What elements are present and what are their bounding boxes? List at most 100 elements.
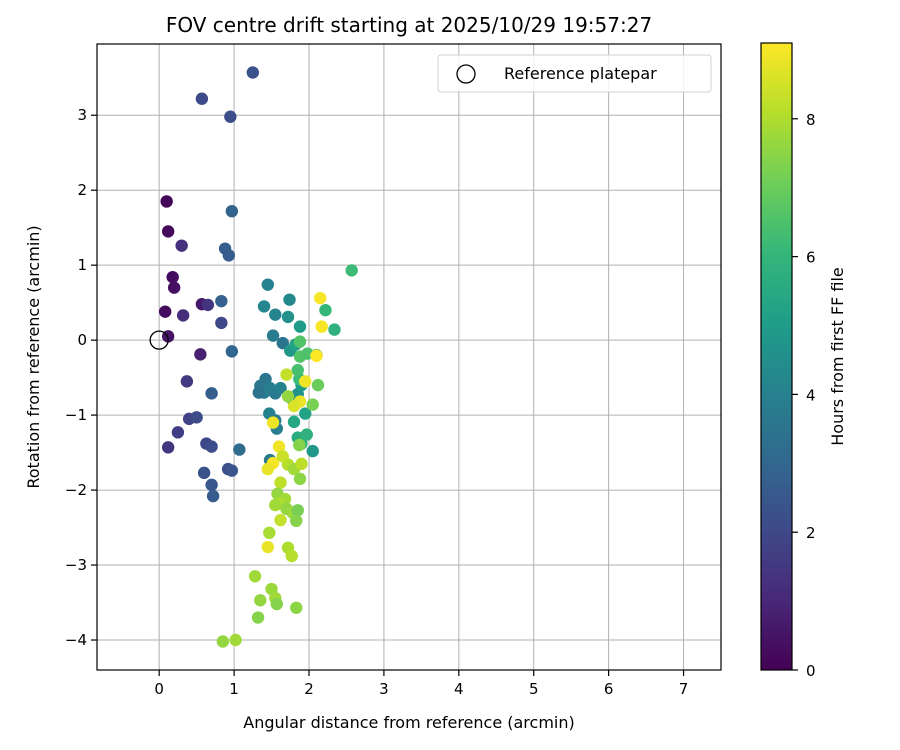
x-tick-label: 1 <box>229 680 239 698</box>
data-point <box>266 329 280 342</box>
data-point <box>269 308 282 321</box>
x-axis-label: Angular distance from reference (arcmin) <box>243 713 574 732</box>
y-tick-label: −4 <box>65 631 87 649</box>
y-tick-label: 0 <box>77 331 87 349</box>
data-point <box>283 293 296 306</box>
data-point <box>261 278 274 291</box>
data-point <box>205 478 218 492</box>
data-point <box>261 540 274 554</box>
chart-title: FOV centre drift starting at 2025/10/29 … <box>166 13 652 37</box>
data-point <box>311 378 325 392</box>
data-point <box>215 316 228 330</box>
data-point <box>225 345 239 358</box>
data-point <box>248 570 262 583</box>
legend-open-circle-icon <box>456 64 476 84</box>
data-point <box>215 294 228 308</box>
colorbar-ticks: 0 2 4 6 8 <box>792 111 816 680</box>
data-point <box>190 411 203 424</box>
data-point <box>314 291 327 305</box>
data-point <box>280 368 293 381</box>
data-point <box>222 249 236 262</box>
data-point <box>233 443 246 456</box>
y-tick-label: −3 <box>65 556 87 574</box>
scatter-points <box>158 66 358 648</box>
data-point <box>293 438 306 452</box>
data-point <box>291 504 304 517</box>
data-point <box>176 309 190 322</box>
y-tick-label: 1 <box>77 256 87 274</box>
data-point <box>300 428 313 441</box>
data-point <box>270 597 283 611</box>
data-point <box>293 320 307 333</box>
legend-box <box>437 54 712 93</box>
y-tick-label: −1 <box>65 406 87 424</box>
colorbar-frame <box>760 42 793 671</box>
data-point <box>315 320 328 333</box>
data-point <box>261 462 274 476</box>
data-point <box>290 514 303 528</box>
data-point <box>269 498 282 512</box>
x-tick-label: 0 <box>154 680 164 698</box>
data-point <box>216 635 230 648</box>
data-point <box>180 375 194 388</box>
x-tick-label: 5 <box>529 680 539 698</box>
colorbar-label: Hours from first FF file <box>828 267 847 446</box>
data-point <box>293 472 307 486</box>
data-point <box>281 390 295 403</box>
data-point <box>328 323 341 336</box>
plot-frame <box>96 43 722 671</box>
data-point <box>306 398 319 411</box>
data-point <box>295 457 308 471</box>
data-point <box>161 441 175 454</box>
data-point <box>205 387 218 400</box>
data-point <box>276 336 289 350</box>
reference-platepar-marker <box>149 330 169 350</box>
data-point <box>345 264 358 277</box>
colorbar-tick-label: 6 <box>806 249 816 267</box>
data-point <box>201 298 215 312</box>
data-point <box>205 440 218 453</box>
data-point <box>287 399 301 413</box>
colorbar-tick-label: 8 <box>806 111 816 129</box>
data-point <box>319 303 332 317</box>
data-point <box>225 464 239 477</box>
data-point <box>306 444 319 458</box>
data-point <box>251 611 265 624</box>
data-point <box>254 594 267 607</box>
y-axis-label: Rotation from reference (arcmin) <box>24 225 43 488</box>
data-point <box>257 300 271 313</box>
data-point <box>161 225 175 238</box>
data-point <box>272 440 286 453</box>
data-point <box>225 204 239 218</box>
data-point <box>285 549 298 563</box>
data-point <box>194 348 207 361</box>
grid <box>97 44 721 670</box>
data-point <box>171 426 185 439</box>
legend-label-reference-platepar: Reference platepar <box>504 64 657 83</box>
y-tick-label: −2 <box>65 481 87 499</box>
data-point <box>274 513 287 527</box>
data-point <box>195 92 209 105</box>
y-tick-label: 2 <box>77 181 87 199</box>
data-point <box>274 476 287 489</box>
x-axis-ticks: 0 1 2 3 4 5 6 7 <box>154 670 688 698</box>
data-point <box>310 349 323 363</box>
y-tick-label: 3 <box>77 106 87 124</box>
data-point <box>175 239 188 252</box>
data-point <box>252 386 266 399</box>
data-point <box>299 407 312 420</box>
x-tick-label: 6 <box>604 680 614 698</box>
data-point <box>293 335 307 348</box>
data-point <box>160 195 173 208</box>
data-point <box>229 633 242 647</box>
data-point <box>158 305 172 318</box>
colorbar-tick-label: 4 <box>806 386 816 404</box>
legend: Reference platepar <box>437 54 712 93</box>
data-point <box>224 110 237 123</box>
data-point <box>291 363 304 377</box>
data-point <box>167 281 181 294</box>
data-point <box>263 526 276 540</box>
colorbar-tick-label: 2 <box>806 524 816 542</box>
data-point <box>287 415 301 429</box>
